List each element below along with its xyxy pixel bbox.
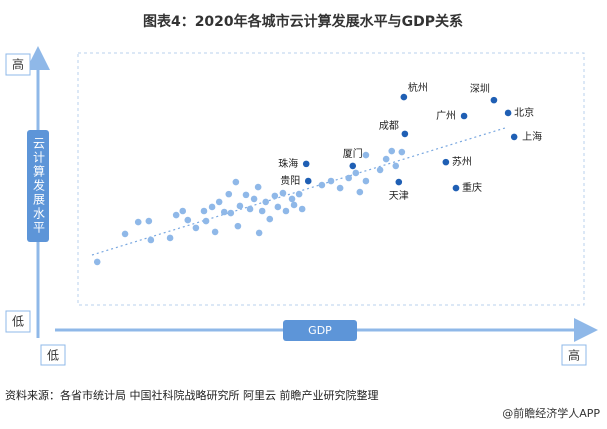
point <box>200 207 208 215</box>
point-label: 杭州 <box>408 81 428 94</box>
watermark: @前瞻经济学人APP <box>502 406 600 420</box>
point-label: 成都 <box>379 120 399 132</box>
plot-frame <box>77 52 585 306</box>
point <box>304 177 312 185</box>
point <box>145 217 153 225</box>
point <box>211 228 219 236</box>
point <box>362 151 370 159</box>
point <box>398 148 406 156</box>
x-label-box <box>283 320 357 341</box>
x-tick-label: 高 <box>568 348 580 363</box>
y-label-box <box>27 130 49 242</box>
point <box>266 215 274 223</box>
point <box>255 229 263 237</box>
point <box>288 195 296 203</box>
point-label: 苏州 <box>452 155 472 168</box>
point <box>352 169 360 177</box>
point <box>236 202 244 210</box>
point <box>298 205 306 213</box>
point <box>382 155 390 163</box>
point-label: 上海 <box>522 130 542 143</box>
point <box>250 195 258 203</box>
point <box>234 222 242 230</box>
x-tick-label: 低 <box>47 349 59 363</box>
point <box>242 191 250 199</box>
point <box>274 203 282 211</box>
point <box>93 258 101 266</box>
point <box>336 184 344 192</box>
point <box>166 234 174 242</box>
point <box>134 218 142 226</box>
point <box>208 203 216 211</box>
x-tick-box <box>40 344 66 366</box>
point <box>376 166 384 174</box>
y-axis-label: 云计算发展水平 <box>32 137 46 235</box>
point <box>258 207 266 215</box>
point <box>460 112 468 120</box>
point <box>395 178 403 186</box>
x-tick-box <box>561 344 587 366</box>
point <box>302 160 310 168</box>
point-label: 重庆 <box>462 181 482 194</box>
point-label: 珠海 <box>278 157 298 170</box>
point-label: 广州 <box>436 110 456 122</box>
source: 资料来源：各省市统计局 中国社科院战略研究所 阿里云 前瞻产业研究院整理 <box>5 388 379 402</box>
point <box>202 217 210 225</box>
point <box>220 208 228 216</box>
point <box>121 230 129 238</box>
point <box>400 93 408 101</box>
point <box>401 130 409 138</box>
point <box>349 162 357 170</box>
point <box>345 174 353 182</box>
point <box>147 236 155 244</box>
point <box>392 162 400 170</box>
point <box>179 207 187 215</box>
point <box>282 207 290 215</box>
point <box>327 177 335 185</box>
point <box>192 224 200 232</box>
point <box>279 189 287 197</box>
point <box>504 109 512 117</box>
x-axis-label: GDP <box>308 324 332 337</box>
point <box>510 133 518 141</box>
point <box>227 209 235 217</box>
point-label: 北京 <box>514 106 534 119</box>
point <box>290 201 298 209</box>
point <box>442 158 450 166</box>
point <box>452 184 460 192</box>
y-tick-box <box>5 310 31 333</box>
y-tick-label: 高 <box>12 57 24 72</box>
point <box>184 216 192 224</box>
point-label: 厦门 <box>343 147 363 160</box>
point <box>490 96 498 104</box>
point <box>356 188 364 196</box>
point <box>262 198 270 206</box>
point <box>254 183 262 191</box>
point <box>225 190 233 198</box>
point-label: 贵阳 <box>280 174 300 187</box>
point <box>295 190 303 198</box>
point <box>388 147 396 155</box>
point-label: 天津 <box>389 190 409 202</box>
point-label: 深圳 <box>470 83 490 95</box>
point <box>362 177 370 185</box>
point <box>271 192 279 200</box>
point <box>215 198 223 206</box>
y-tick-label: 低 <box>12 315 24 329</box>
point <box>172 211 180 219</box>
y-tick-box <box>5 53 31 76</box>
point <box>318 181 326 189</box>
chart-title: 图表4：2020年各城市云计算发展水平与GDP关系 <box>143 13 463 30</box>
point <box>232 178 240 186</box>
point <box>246 205 254 213</box>
